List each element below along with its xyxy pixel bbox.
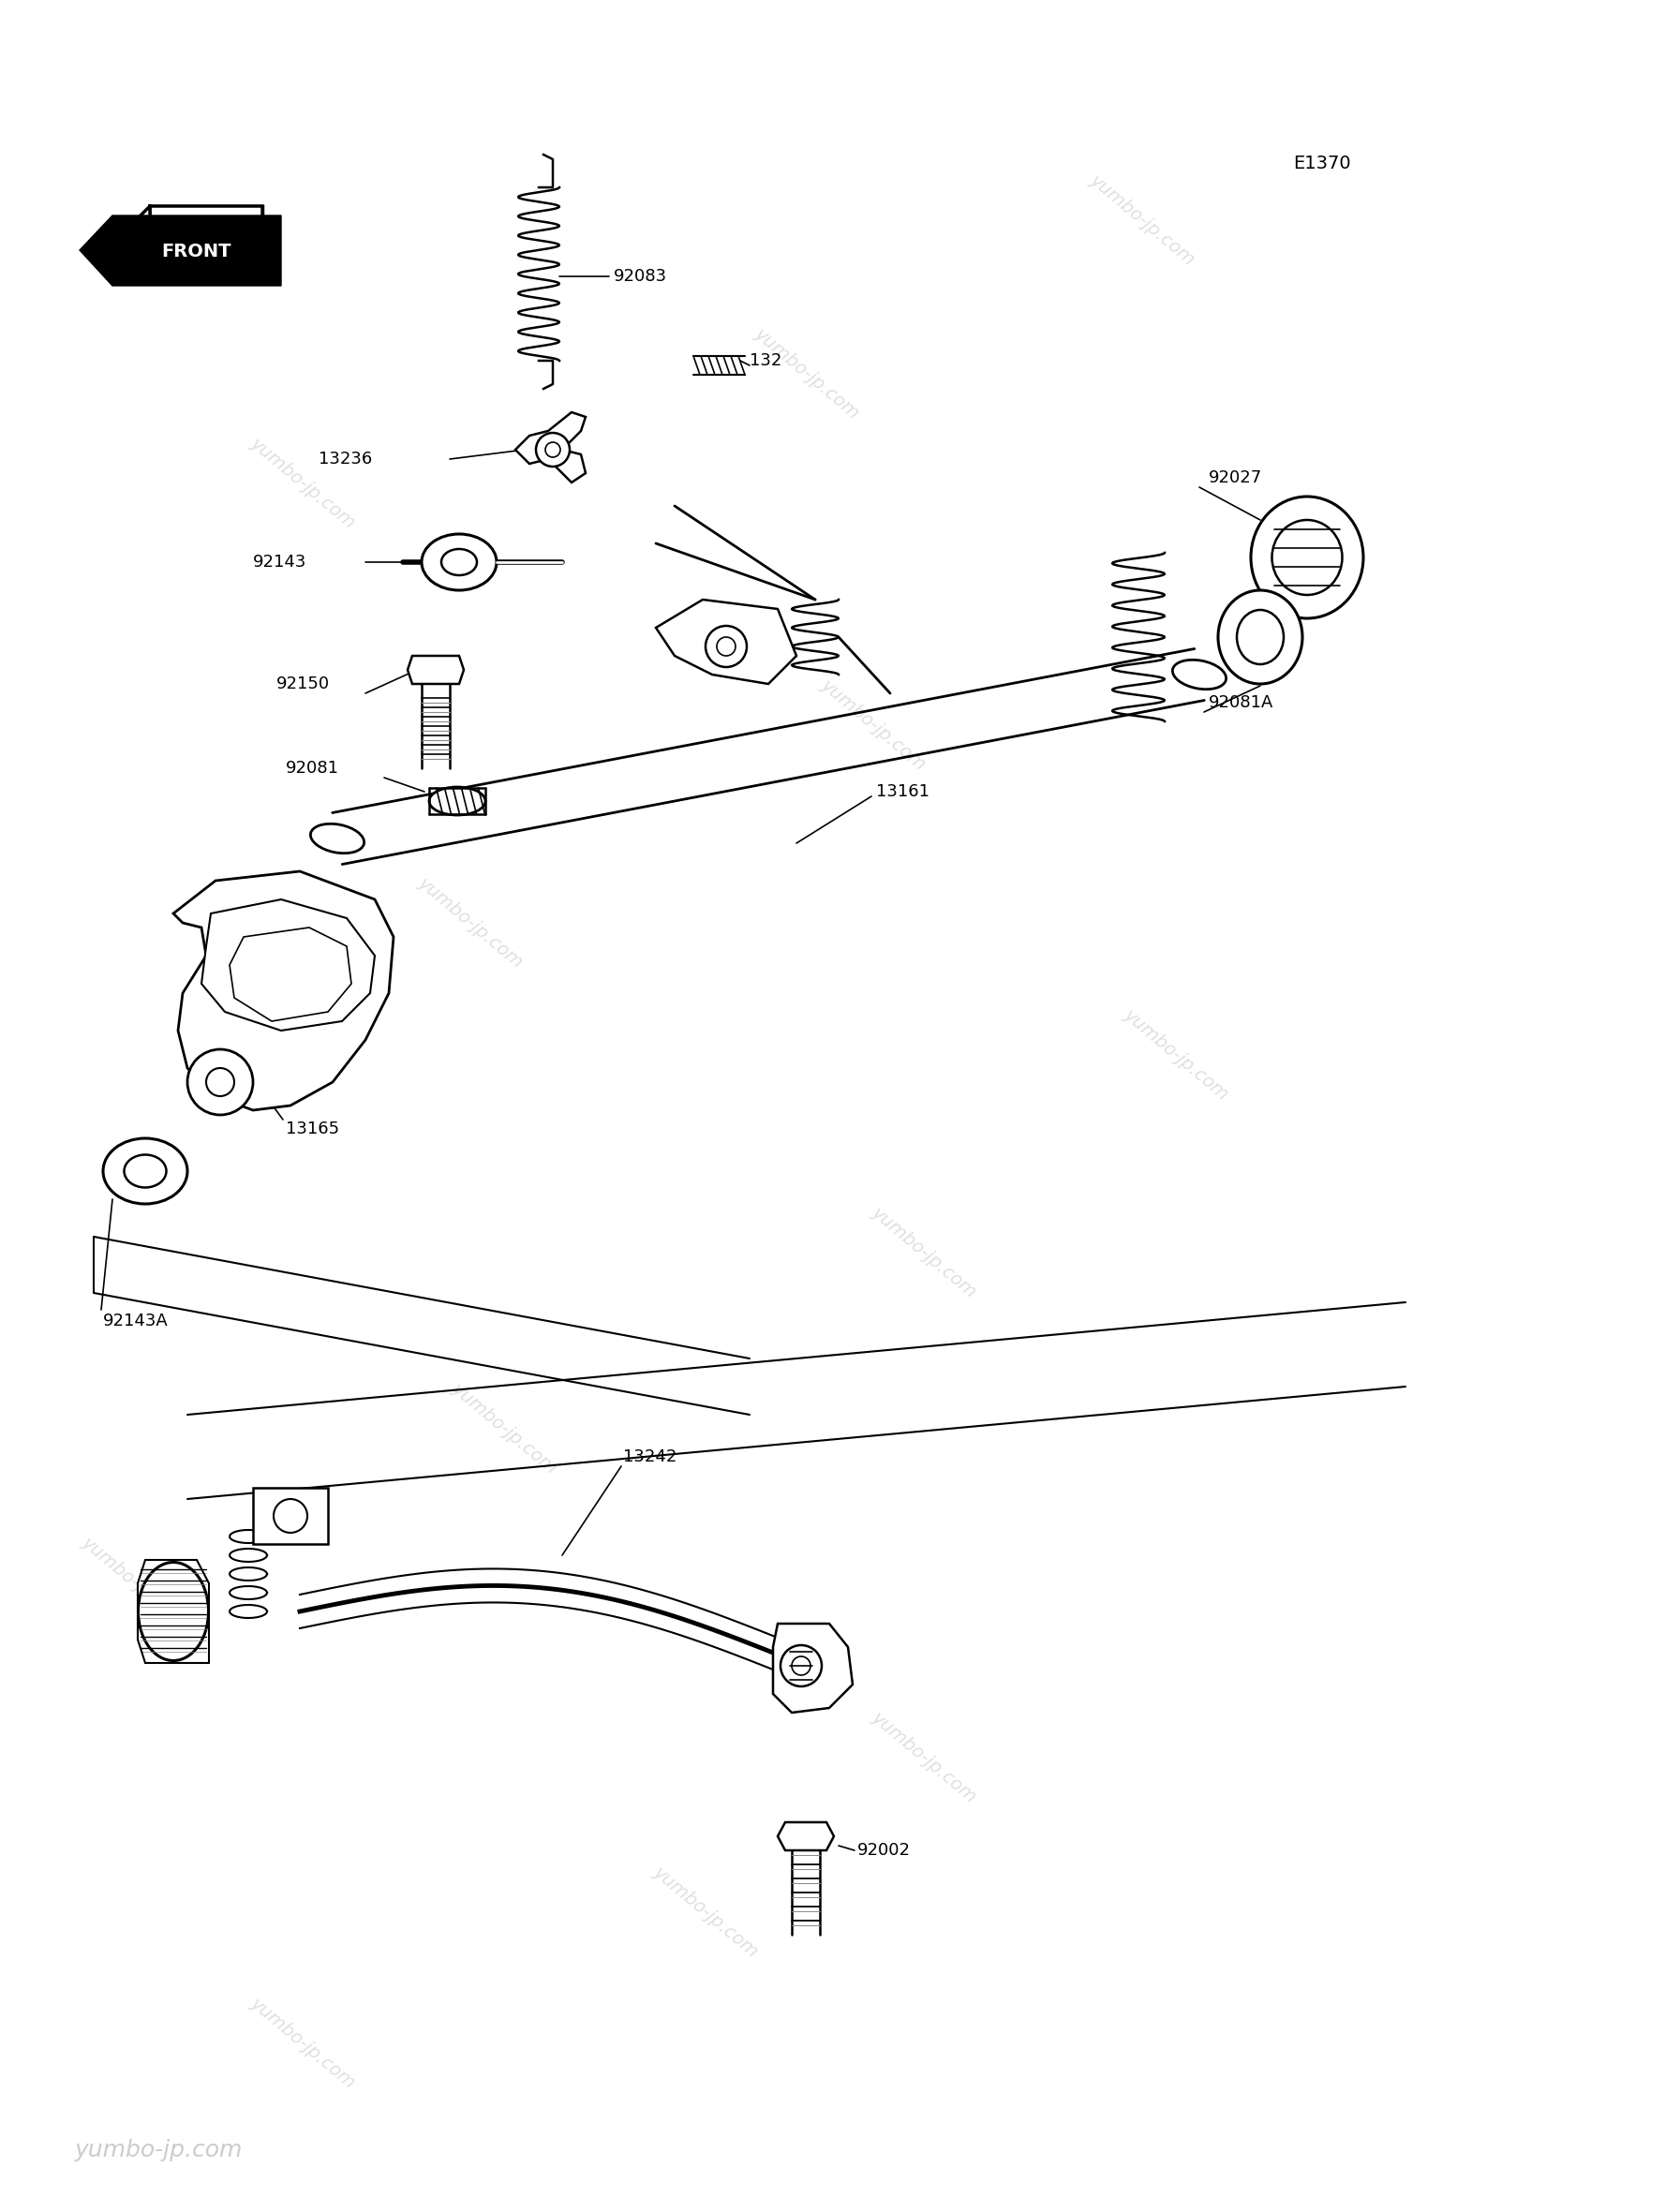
Text: yumbo-jp.com: yumbo-jp.com [415, 874, 526, 971]
Ellipse shape [311, 824, 365, 852]
Polygon shape [230, 927, 351, 1022]
Circle shape [536, 433, 570, 466]
Polygon shape [773, 1624, 853, 1714]
Circle shape [188, 1050, 254, 1114]
Polygon shape [655, 600, 796, 683]
Text: yumbo-jp.com: yumbo-jp.com [751, 325, 862, 422]
Circle shape [546, 442, 561, 457]
Polygon shape [126, 207, 150, 253]
Polygon shape [516, 413, 586, 483]
Polygon shape [126, 207, 262, 281]
Circle shape [706, 626, 748, 668]
Polygon shape [202, 899, 375, 1030]
Text: yumbo-jp.com: yumbo-jp.com [869, 1709, 979, 1806]
Ellipse shape [124, 1156, 166, 1189]
Text: E1370: E1370 [1294, 156, 1351, 174]
Ellipse shape [1272, 521, 1342, 595]
Text: 92081: 92081 [286, 760, 339, 778]
Circle shape [791, 1657, 810, 1674]
Circle shape [717, 637, 736, 657]
Circle shape [274, 1498, 307, 1534]
Ellipse shape [102, 1138, 188, 1204]
Text: 92143: 92143 [254, 554, 307, 571]
Ellipse shape [428, 787, 486, 815]
Text: yumbo-jp.com: yumbo-jp.com [1087, 171, 1198, 268]
Polygon shape [79, 215, 281, 286]
Ellipse shape [1218, 591, 1302, 683]
Text: 92081A: 92081A [1208, 694, 1273, 712]
Text: FRONT: FRONT [170, 222, 244, 242]
Ellipse shape [442, 549, 477, 576]
Text: 92002: 92002 [857, 1841, 911, 1859]
Text: 92027: 92027 [1208, 470, 1262, 486]
Polygon shape [254, 1487, 328, 1544]
Text: yumbo-jp.com: yumbo-jp.com [1121, 1006, 1231, 1103]
Polygon shape [778, 1821, 833, 1850]
Polygon shape [408, 657, 464, 683]
Text: yumbo-jp.com: yumbo-jp.com [650, 1863, 761, 1960]
Text: 132: 132 [749, 352, 781, 369]
Polygon shape [173, 872, 393, 1109]
Ellipse shape [138, 1562, 208, 1661]
Ellipse shape [422, 534, 497, 591]
Text: yumbo-jp.com: yumbo-jp.com [869, 1204, 979, 1301]
Ellipse shape [1236, 611, 1284, 663]
Circle shape [781, 1646, 822, 1687]
Text: 13236: 13236 [319, 450, 373, 468]
Text: 13242: 13242 [623, 1448, 677, 1465]
Text: yumbo-jp.com: yumbo-jp.com [247, 435, 358, 532]
Text: yumbo-jp.com: yumbo-jp.com [818, 677, 929, 773]
Text: yumbo-jp.com: yumbo-jp.com [449, 1380, 559, 1476]
Text: 92083: 92083 [613, 268, 667, 286]
Text: yumbo-jp.com: yumbo-jp.com [76, 2140, 244, 2162]
Text: 13161: 13161 [875, 784, 929, 800]
Text: 13165: 13165 [286, 1120, 339, 1138]
Text: yumbo-jp.com: yumbo-jp.com [247, 1995, 358, 2092]
Text: 92150: 92150 [277, 674, 329, 692]
Text: FRONT: FRONT [161, 242, 232, 259]
Ellipse shape [1173, 659, 1226, 690]
Bar [150, 207, 262, 281]
Text: 92143A: 92143A [102, 1312, 168, 1329]
Ellipse shape [1252, 497, 1362, 617]
Text: yumbo-jp.com: yumbo-jp.com [79, 1534, 190, 1630]
Circle shape [207, 1068, 234, 1096]
